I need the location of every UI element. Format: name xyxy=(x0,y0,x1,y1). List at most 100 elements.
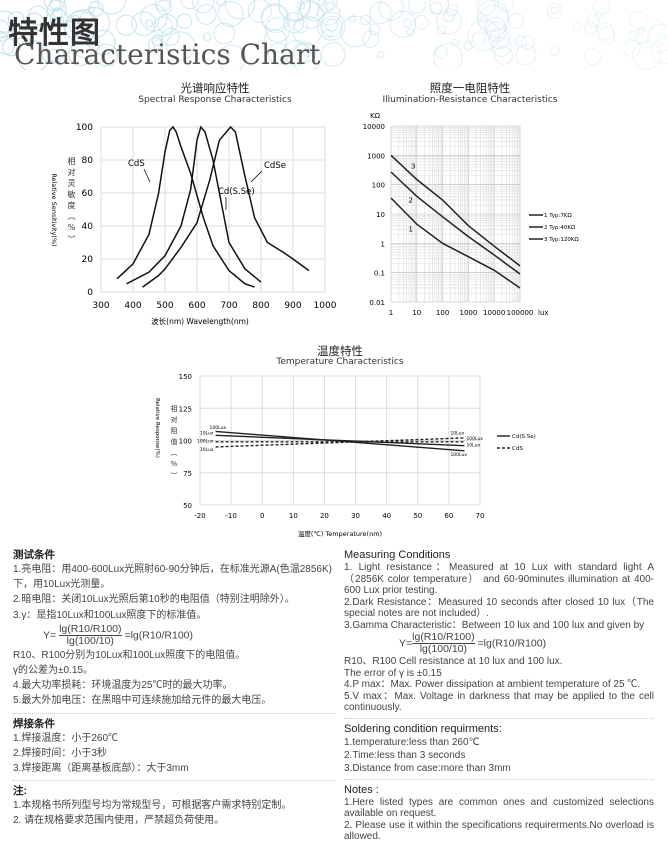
bubble-decoration xyxy=(433,42,463,70)
bubble-decoration xyxy=(322,0,338,11)
x-tick-label: 30 xyxy=(351,512,360,520)
bubble-decoration xyxy=(583,48,601,66)
bubble-decoration xyxy=(476,0,496,16)
bubble-decoration xyxy=(348,15,357,23)
section-heading: Soldering condition requirments: xyxy=(344,722,502,735)
bubble-decoration xyxy=(47,0,67,20)
bubble-decoration xyxy=(41,41,64,64)
x-tick-label: 10000 xyxy=(483,309,505,317)
x-tick-label: 900 xyxy=(284,301,301,311)
x-tick-label: 0 xyxy=(260,512,264,520)
bubble-decoration xyxy=(17,40,50,70)
arrow-icon xyxy=(250,170,263,183)
bubble-decoration xyxy=(161,27,180,47)
text-line: 1.亮电阻：用400-600Lux光照射60-90分钟后，在标准光源A(色温28… xyxy=(13,564,332,591)
notes-en: Notes : 1.Here listed types are common o… xyxy=(344,783,654,843)
series-label: Cd(S.Se) xyxy=(218,187,255,197)
y-tick-label: 10 xyxy=(376,211,385,219)
bubble-decoration xyxy=(471,31,486,46)
text-line: 2.Time:less than 3 seconds xyxy=(344,749,466,761)
bubble-decoration xyxy=(651,37,668,65)
bubble-decoration xyxy=(584,21,598,35)
bubble-decoration xyxy=(277,0,311,21)
bubble-decoration xyxy=(156,0,172,16)
text-line: 3.Gamma Characteristic：Between 10 lux an… xyxy=(344,619,645,631)
text-line: 2.暗电阻：关闭10Lux光照后第10秒的电阻值（特别注明除外）。 xyxy=(13,594,295,606)
bubble-decoration xyxy=(55,16,65,26)
bubble-decoration xyxy=(546,2,563,19)
bubble-decoration xyxy=(463,41,473,51)
gamma-formula: Y= lg(R10/R100) lg(100/10) =lg(R10/R100) xyxy=(344,632,654,655)
line-label: 100Lux xyxy=(450,452,467,458)
formula-rhs: =lg(R10/R100) xyxy=(124,629,194,642)
spectral-chart-subtitle: Spectral Response Characteristics xyxy=(138,95,292,105)
series-line-3 xyxy=(390,154,521,267)
bubble-decoration xyxy=(0,19,10,39)
bubble-pattern-decoration xyxy=(0,0,668,70)
line-label: 100Lux xyxy=(466,436,483,442)
text-line: 1.temperature:less than 260℃ xyxy=(344,736,480,748)
bubble-decoration xyxy=(157,13,178,35)
x-unit-label: lux xyxy=(538,309,549,317)
section-heading: Notes : xyxy=(344,783,379,796)
bubble-decoration xyxy=(446,4,459,17)
x-tick-label: 300 xyxy=(92,301,109,311)
legend-label: CdS xyxy=(512,446,523,452)
y-tick-label: 1000 xyxy=(367,152,385,160)
curve-label: 2 xyxy=(409,196,413,204)
bubble-decoration xyxy=(378,0,404,21)
text-line: 3.Distance from case:more than 3mm xyxy=(344,762,511,774)
bubble-decoration xyxy=(217,0,244,27)
x-tick-label: 40 xyxy=(382,512,391,520)
bubble-decoration xyxy=(636,26,645,35)
bubble-decoration xyxy=(325,18,339,32)
text-line: 5.最大外加电压：在黑暗中可连续施加给元件的最大电压。 xyxy=(13,695,272,707)
temperature-y-axis-label-cn: 相对阻值（%） xyxy=(170,405,178,483)
bubble-decoration xyxy=(402,18,413,28)
formula-denominator: lg(100/10) xyxy=(419,643,467,655)
bubble-decoration xyxy=(597,27,615,45)
y-tick-label: 0 xyxy=(87,288,93,298)
x-tick-label: 800 xyxy=(252,301,269,311)
formula-lhs: Y= xyxy=(43,629,57,642)
bubble-decoration xyxy=(24,12,45,32)
bubble-decoration xyxy=(70,29,100,59)
x-tick-label: 1000 xyxy=(314,301,337,311)
text-line: 5.V max：Max. Voltage in darkness that ma… xyxy=(344,690,654,714)
divider xyxy=(13,712,335,714)
text-line: 2.焊接时间：小于3秒 xyxy=(13,747,107,759)
series-line-cdsse xyxy=(126,125,262,285)
bubble-decoration xyxy=(79,7,111,39)
bubble-decoration xyxy=(320,42,346,67)
line-label: 10Lux xyxy=(200,447,214,453)
series-line-cdsse-10lux xyxy=(215,434,465,447)
bubble-decoration xyxy=(202,32,212,42)
text-line: 1. Light resistance：Measured at 10 Lux w… xyxy=(344,562,654,596)
bubble-decoration xyxy=(247,0,272,24)
temperature-chart: -20 -10 0 10 20 30 40 50 60 70 50 75 100 125 150 100Lux… xyxy=(154,373,536,538)
formula-rhs: =lg(R10/R100) xyxy=(477,637,547,650)
bubble-decoration xyxy=(477,4,510,36)
x-tick-label: 100 xyxy=(436,309,449,317)
measuring-conditions-en: Measuring Conditions 1. Light resistance… xyxy=(344,548,654,714)
series-label: CdS xyxy=(128,159,145,169)
bubble-decoration xyxy=(260,3,289,31)
text-line: The error of γ is ±0.15 xyxy=(344,667,442,679)
bubble-decoration xyxy=(592,0,611,16)
x-tick-label: -10 xyxy=(225,512,236,520)
y-tick-label: 100 xyxy=(76,123,93,133)
bubble-decoration xyxy=(651,20,665,34)
x-tick-label: 60 xyxy=(444,512,453,520)
bubble-decoration xyxy=(292,15,323,47)
formula-denominator: lg(100/10) xyxy=(66,634,114,647)
text-line: 4.最大功率损耗：环境温度为25℃时的最大功率。 xyxy=(13,680,233,692)
formula-numerator: lg(R10/R100) xyxy=(59,622,122,636)
temperature-chart-title: 温度特性 xyxy=(317,344,363,358)
bubble-decoration xyxy=(515,44,537,66)
illumination-chart-subtitle: Illumination-Resistance Characteristics xyxy=(382,95,558,105)
bubble-decoration xyxy=(196,4,217,25)
text-line: 3.焊接距离（距离基板底部）：大于3mm xyxy=(13,763,189,775)
bubble-decoration xyxy=(140,3,168,32)
text-line: R10、R100 Cell resistance at 10 lux and 1… xyxy=(344,656,563,667)
